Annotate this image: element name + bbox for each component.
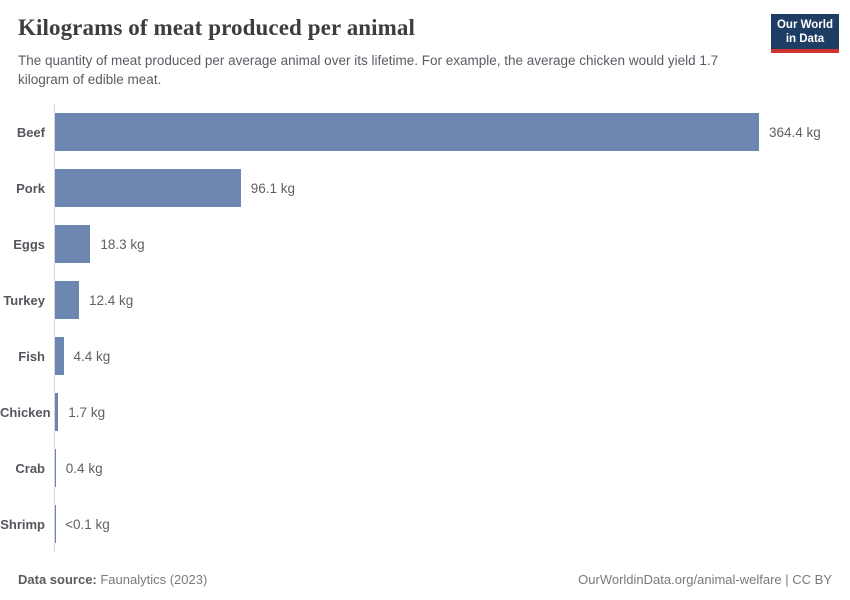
owid-logo: Our World in Data — [771, 14, 839, 53]
bar[interactable] — [55, 337, 64, 376]
data-source: Data source: Faunalytics (2023) — [18, 572, 207, 587]
value-label: 4.4 kg — [73, 348, 111, 364]
value-label: 0.4 kg — [65, 460, 103, 476]
bar-chart: Beef 364.4 kg Pork 96.1 kg Eggs 18.3 kg Turkey… — [0, 104, 850, 553]
bar-row: Eggs 18.3 kg — [0, 216, 850, 273]
bar-area: 4.4 kg — [54, 328, 850, 385]
value-label: 1.7 kg — [68, 404, 106, 420]
chart-title: Kilograms of meat produced per animal — [18, 15, 416, 40]
value-label: 364.4 kg — [769, 124, 821, 140]
bar[interactable] — [55, 113, 759, 152]
bar-area: 12.4 kg — [54, 272, 850, 329]
bar-row: Turkey 12.4 kg — [0, 272, 850, 329]
chart-subtitle: The quantity of meat produced per averag… — [18, 52, 719, 87]
bar[interactable] — [55, 449, 56, 488]
bar[interactable] — [55, 393, 59, 432]
data-source-value: Faunalytics (2023) — [96, 572, 208, 587]
bar-area: <0.1 kg — [54, 496, 850, 553]
category-label: Crab — [15, 460, 45, 476]
value-label: 12.4 kg — [89, 292, 134, 308]
chart-header: Kilograms of meat produced per animal Th… — [0, 0, 850, 89]
category-label: Beef — [16, 124, 45, 140]
category-label: Fish — [18, 348, 45, 364]
category-label: Chicken — [0, 404, 51, 420]
bar-area: 18.3 kg — [54, 216, 850, 273]
bar[interactable] — [55, 225, 91, 264]
value-label: <0.1 kg — [65, 516, 110, 532]
spacer — [0, 552, 850, 572]
bar-row: Crab 0.4 kg — [0, 440, 850, 497]
bar-row: Shrimp <0.1 kg — [0, 496, 850, 553]
category-label: Pork — [16, 180, 45, 196]
credit-link[interactable]: OurWorldinData.org/animal-welfare | CC B… — [578, 572, 832, 587]
bar[interactable] — [55, 281, 79, 320]
bar-area: 0.4 kg — [54, 440, 850, 497]
category-label: Eggs — [13, 236, 45, 252]
bar-row: Beef 364.4 kg — [0, 104, 850, 161]
value-label: 96.1 kg — [250, 180, 295, 196]
category-label: Shrimp — [0, 516, 45, 532]
value-label: 18.3 kg — [100, 236, 145, 252]
category-label: Turkey — [3, 292, 45, 308]
owid-logo-line1: Our World — [776, 19, 833, 31]
bar-row: Fish 4.4 kg — [0, 328, 850, 385]
bar-row: Chicken 1.7 kg — [0, 384, 850, 441]
bar-row: Pork 96.1 kg — [0, 160, 850, 217]
bar-area: 96.1 kg — [54, 160, 850, 217]
chart-footer: Data source: Faunalytics (2023) OurWorld… — [0, 572, 850, 600]
owid-logo-line2: in Data — [785, 33, 825, 45]
bar[interactable] — [55, 169, 241, 208]
bar-area: 1.7 kg — [54, 384, 850, 441]
bar-area: 364.4 kg — [54, 104, 850, 161]
data-source-label: Data source: — [18, 572, 97, 587]
